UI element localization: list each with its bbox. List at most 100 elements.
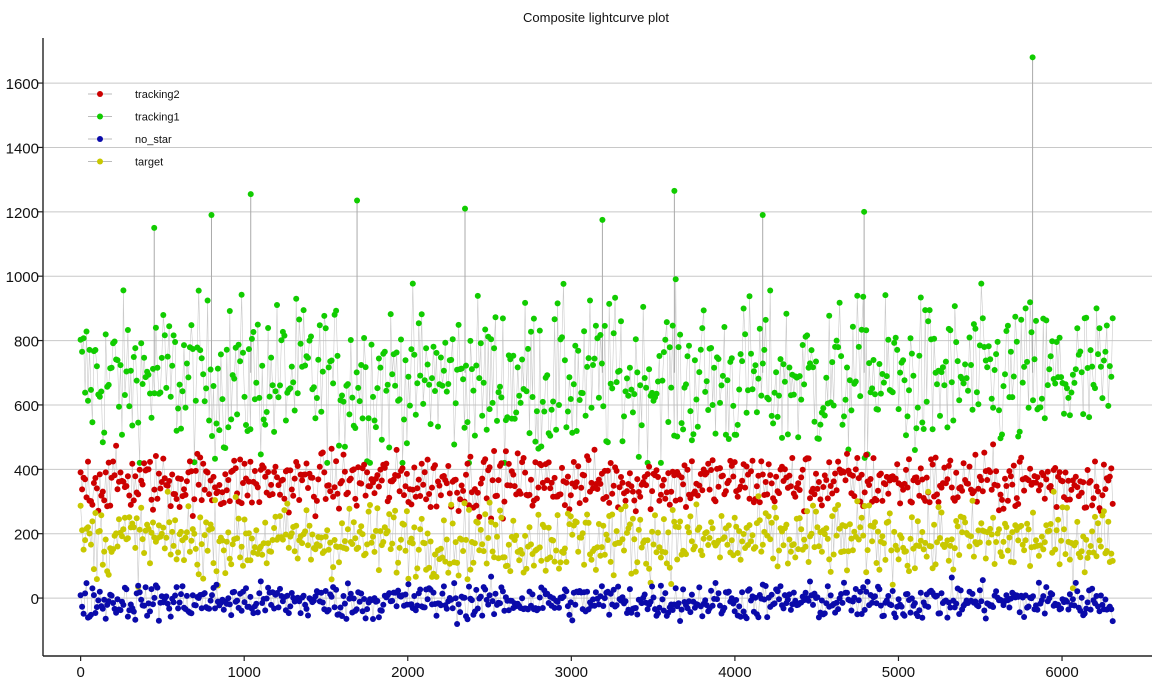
point-tracking1-418	[694, 423, 701, 430]
point-tracking1-168	[325, 364, 332, 371]
point-no_star-141	[285, 610, 292, 617]
point-tracking2-639	[1021, 487, 1028, 494]
point-target-367	[619, 536, 626, 543]
point-target-100	[225, 529, 232, 536]
point-target-357	[604, 537, 611, 543]
point-tracking2-294	[511, 483, 518, 490]
point-tracking1-678	[1078, 369, 1085, 376]
point-tracking1-472	[774, 413, 781, 420]
point-tracking1-214	[393, 349, 400, 356]
point-target-237	[427, 538, 434, 545]
point-tracking1-91	[212, 455, 218, 462]
point-target-660	[1052, 546, 1059, 553]
point-target-123	[259, 551, 266, 558]
point-no_star-588	[945, 599, 952, 606]
point-tracking1-614	[984, 364, 991, 371]
point-target-73	[185, 503, 192, 510]
point-tracking1-293	[510, 352, 517, 359]
point-tracking2-569	[917, 465, 924, 472]
point-target-108	[237, 554, 244, 561]
point-no_star-177	[339, 613, 345, 619]
point-tracking2-663	[1056, 469, 1063, 476]
point-no_star-609	[976, 587, 983, 594]
point-tracking2-473	[776, 490, 782, 497]
point-target-698	[1108, 550, 1115, 557]
point-tracking2-121	[256, 499, 263, 506]
point-tracking1-106	[234, 411, 241, 418]
point-target-235	[424, 530, 431, 537]
point-no_star-287	[501, 607, 508, 614]
x-tick-label-2000: 2000	[391, 664, 424, 681]
point-target-438	[724, 541, 731, 548]
point-tracking1-562	[907, 335, 914, 342]
point-tracking2-348	[591, 446, 598, 453]
point-tracking2-33	[126, 492, 133, 499]
point-tracking2-414	[688, 458, 695, 465]
series-points-target	[77, 488, 1116, 592]
point-tracking1-362	[612, 294, 619, 301]
point-no_star-640	[1022, 592, 1029, 599]
point-tracking1-261	[463, 362, 469, 369]
point-no_star-652	[1040, 593, 1047, 600]
point-tracking1-323	[554, 300, 561, 307]
point-target-543	[879, 533, 886, 540]
point-tracking1-415	[690, 431, 697, 438]
point-tracking1-70	[181, 342, 187, 349]
point-tracking2-35	[129, 460, 136, 467]
point-tracking1-589	[947, 327, 954, 334]
point-tracking1-634	[1013, 338, 1020, 345]
point-tracking1-636	[1016, 428, 1023, 435]
point-target-273	[480, 548, 487, 555]
point-tracking2-153	[303, 460, 310, 467]
point-target-65	[173, 556, 180, 563]
point-target-215	[395, 559, 402, 566]
point-tracking2-262	[464, 460, 471, 467]
point-target-488	[798, 526, 805, 533]
point-tracking1-675	[1074, 325, 1081, 332]
point-tracking1-392	[656, 353, 663, 359]
point-tracking1-490	[801, 381, 808, 388]
point-tracking2-501	[817, 496, 824, 503]
point-tracking1-380	[638, 422, 645, 429]
point-tracking1-19	[105, 381, 112, 388]
point-target-102	[228, 561, 235, 568]
point-tracking2-259	[460, 487, 467, 494]
point-no_star-84	[201, 590, 208, 597]
point-tracking2-688	[1093, 483, 1100, 490]
point-tracking1-616	[987, 356, 994, 363]
point-tracking2-130	[269, 491, 276, 498]
point-tracking1-187	[353, 369, 360, 376]
point-target-332	[567, 513, 574, 520]
point-no_star-181	[344, 580, 351, 587]
point-no_star-205	[380, 601, 387, 608]
point-no_star-649	[1035, 579, 1042, 586]
point-no_star-0	[77, 592, 84, 599]
point-no_star-447	[737, 613, 744, 620]
point-no_star-611	[979, 577, 986, 584]
point-tracking2-334	[570, 459, 577, 465]
point-tracking1-437	[722, 431, 729, 438]
point-no_star-388	[650, 594, 657, 601]
point-tracking1-32	[124, 327, 131, 333]
point-target-536	[869, 538, 876, 545]
point-no_star-593	[953, 600, 960, 607]
point-tracking1-602	[966, 334, 973, 341]
point-no_star-192	[361, 596, 368, 602]
point-target-602	[966, 543, 973, 550]
point-tracking1-343	[584, 363, 591, 370]
legend-label-target: target	[135, 157, 163, 169]
point-tracking2-661	[1053, 504, 1060, 510]
point-tracking1-394	[659, 377, 666, 384]
point-no_star-8	[89, 585, 96, 592]
point-target-125	[262, 519, 269, 526]
point-tracking2-406	[677, 496, 684, 503]
point-tracking1-433	[717, 399, 723, 406]
point-tracking1-550	[889, 389, 896, 396]
point-tracking1-55	[158, 354, 165, 361]
point-tracking2-3	[82, 476, 89, 483]
point-tracking2-383	[643, 482, 650, 489]
point-tracking2-285	[498, 460, 505, 467]
point-tracking1-411	[684, 353, 691, 360]
point-tracking1-378	[635, 453, 642, 460]
